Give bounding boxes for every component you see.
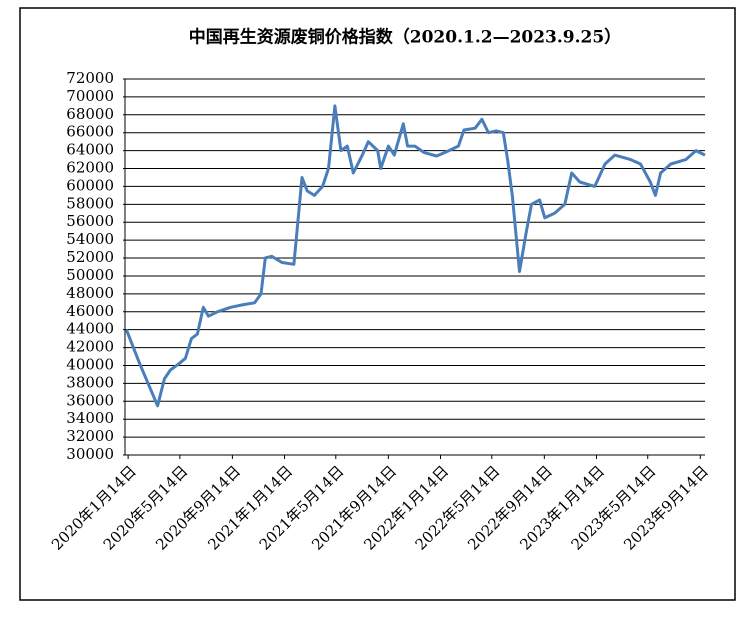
- y-tick-label: 64000: [66, 141, 114, 159]
- y-tick-label: 34000: [66, 409, 114, 427]
- y-tick-label: 58000: [66, 194, 114, 212]
- y-tick-label: 46000: [66, 302, 114, 320]
- y-tick-label: 50000: [66, 266, 114, 284]
- y-tick-label: 54000: [66, 230, 114, 248]
- chart-title: 中国再生资源废铜价格指数（2020.1.2—2023.9.25）: [189, 27, 621, 48]
- y-tick-label: 56000: [66, 212, 114, 230]
- y-tick-label: 38000: [66, 373, 114, 391]
- data-line: [125, 104, 706, 408]
- y-tick-label: 60000: [66, 176, 114, 194]
- y-tick-label: 32000: [66, 427, 114, 445]
- y-tick-label: 62000: [66, 159, 114, 177]
- y-tick-label: 44000: [66, 320, 114, 338]
- y-tick-label: 68000: [66, 105, 114, 123]
- y-tick-label: 48000: [66, 284, 114, 302]
- y-tick-label: 66000: [66, 123, 114, 141]
- y-tick-label: 36000: [66, 391, 114, 409]
- y-tick-label: 30000: [66, 445, 114, 463]
- y-tick-label: 52000: [66, 248, 114, 266]
- chart-frame: [19, 7, 736, 601]
- y-tick-label: 40000: [66, 355, 114, 373]
- y-tick-label: 72000: [66, 69, 114, 87]
- y-tick-label: 42000: [66, 338, 114, 356]
- y-tick-label: 70000: [66, 87, 114, 105]
